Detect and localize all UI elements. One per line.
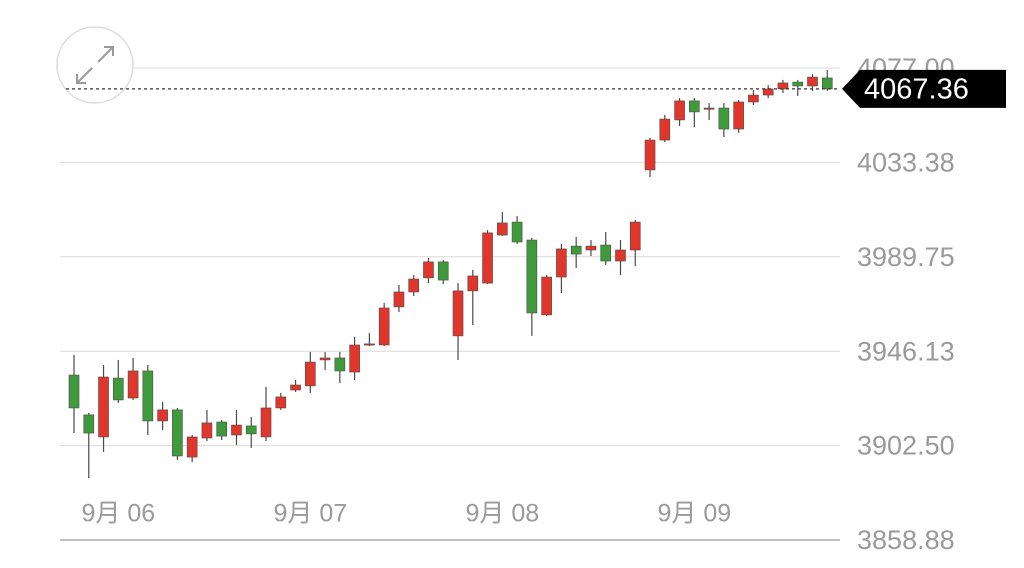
candle-body xyxy=(733,101,744,130)
candle-body xyxy=(556,248,567,278)
grid xyxy=(60,67,840,541)
candle-body xyxy=(482,232,493,284)
candle-body xyxy=(615,249,626,262)
candle-body xyxy=(718,107,730,130)
y-tick-label: 3858.88 xyxy=(857,525,955,555)
candle-body xyxy=(83,414,95,434)
candle-body xyxy=(526,239,538,314)
candle-body xyxy=(334,357,346,372)
candle-body xyxy=(231,424,242,436)
expand-circle[interactable] xyxy=(56,26,134,104)
candle-body xyxy=(541,276,552,316)
candle-body xyxy=(748,94,759,103)
candle-body xyxy=(497,222,508,236)
y-tick-label: 3946.13 xyxy=(857,336,955,366)
x-tick-label: 9月 06 xyxy=(81,500,155,528)
candle-body xyxy=(319,357,331,361)
candle-body xyxy=(245,425,257,435)
candle-body xyxy=(807,76,818,87)
candle-body xyxy=(378,307,390,346)
candle-body xyxy=(260,407,272,438)
candle-body xyxy=(437,261,449,281)
candle-body xyxy=(186,436,198,458)
expand-button[interactable] xyxy=(56,26,134,104)
candle-body xyxy=(600,244,612,262)
candle-body xyxy=(570,245,582,255)
candle-body xyxy=(290,384,301,391)
candle-body xyxy=(703,107,715,110)
candle-body xyxy=(467,275,479,292)
candle-body xyxy=(364,343,375,346)
candle-body xyxy=(216,421,227,437)
candle-body xyxy=(408,278,420,293)
candle-body xyxy=(659,118,671,141)
x-tick-label: 9月 08 xyxy=(465,500,539,528)
x-tick-label: 9月 07 xyxy=(273,500,347,528)
candle-body xyxy=(393,291,405,308)
x-tick-label: 9月 09 xyxy=(658,500,732,528)
candles xyxy=(68,69,833,479)
y-tick-label: 3902.50 xyxy=(857,431,955,461)
candle-body xyxy=(142,370,154,422)
candle-body xyxy=(452,290,464,337)
candle-body xyxy=(629,221,641,251)
candle-body xyxy=(674,100,685,121)
expand-icon[interactable] xyxy=(76,46,114,84)
price-tag xyxy=(842,69,1006,108)
candle-body xyxy=(157,409,168,422)
candle-body xyxy=(792,81,804,87)
candle-body xyxy=(305,361,316,387)
candle-body xyxy=(511,221,523,243)
candle-body xyxy=(275,396,287,409)
candle-body xyxy=(127,370,139,399)
candle-body xyxy=(68,374,80,409)
candle-body xyxy=(585,245,597,251)
y-tick-label: 4033.38 xyxy=(857,148,955,178)
candle-body xyxy=(201,422,213,439)
candle-body xyxy=(98,376,109,438)
candle-body xyxy=(172,409,183,457)
candle-body xyxy=(423,261,434,279)
candle-body xyxy=(349,344,360,373)
candle-body xyxy=(113,377,124,401)
labels: 3858.883902.503946.133989.754033.384077.… xyxy=(66,53,1006,555)
candle-body xyxy=(689,100,700,113)
candle-body xyxy=(644,139,656,171)
candle-body xyxy=(821,77,833,90)
candle-body xyxy=(762,88,774,96)
candle-body xyxy=(777,82,789,90)
last-price-label: 4067.36 xyxy=(864,74,969,106)
y-tick-label: 3989.75 xyxy=(857,242,955,272)
